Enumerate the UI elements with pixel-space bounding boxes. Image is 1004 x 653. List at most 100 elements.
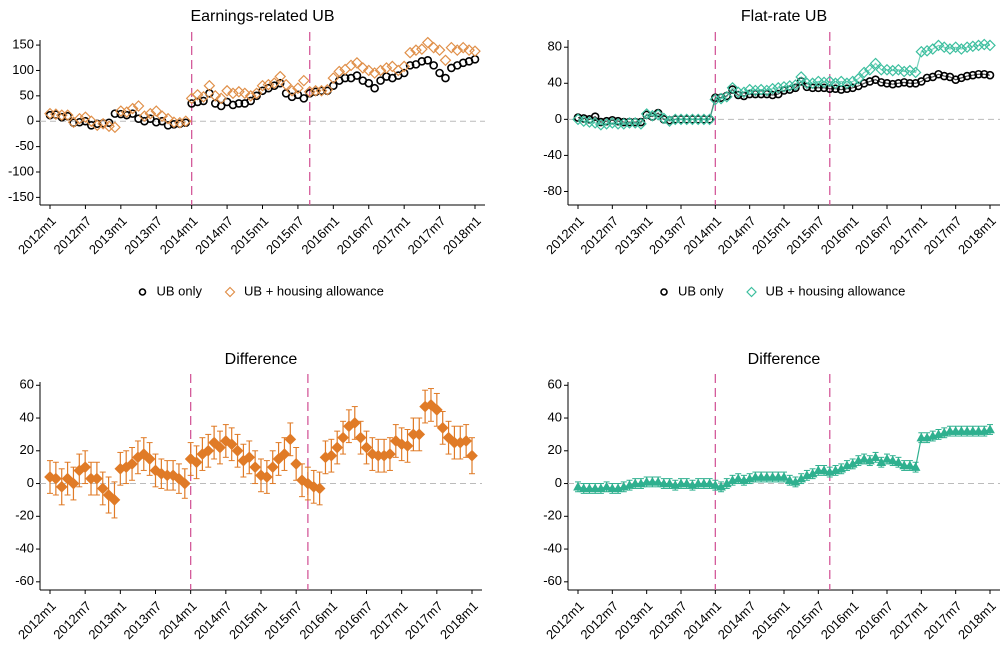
data-point — [647, 476, 658, 486]
data-point — [789, 79, 802, 91]
data-point — [250, 87, 263, 100]
data-point — [985, 70, 995, 80]
x-tick-label: 2013m1 — [85, 598, 129, 642]
data-point — [768, 90, 777, 100]
data-point — [750, 471, 761, 481]
x-tick-label: 2013m7 — [121, 213, 165, 257]
data-point — [197, 91, 210, 103]
data-point — [126, 102, 139, 115]
series-line — [577, 43, 991, 126]
data-point — [932, 39, 945, 52]
data-point — [601, 481, 612, 491]
data-point — [246, 96, 255, 106]
legend-marker — [224, 286, 236, 298]
data-point — [738, 86, 750, 99]
data-point — [904, 64, 916, 77]
data-point — [67, 477, 80, 490]
data-point — [469, 45, 481, 58]
data-point — [698, 113, 710, 126]
data-point — [303, 85, 316, 98]
x-tick-label: 2013m1 — [86, 213, 130, 257]
x-tick-label: 2014m1 — [156, 598, 200, 642]
y-tick-label: 40 — [548, 409, 562, 424]
y-tick-label: -40 — [15, 540, 34, 555]
data-point — [79, 111, 92, 124]
data-point — [466, 449, 478, 462]
data-point — [413, 428, 426, 441]
data-point — [596, 117, 606, 127]
data-point — [252, 91, 261, 101]
data-point — [91, 472, 103, 485]
data-point — [818, 76, 830, 89]
data-point — [652, 108, 664, 121]
data-point — [681, 478, 692, 488]
data-point — [144, 107, 157, 120]
data-point — [333, 65, 346, 78]
data-point — [962, 426, 972, 435]
data-point — [905, 460, 915, 470]
data-point — [441, 73, 450, 83]
data-point — [886, 64, 899, 77]
y-tick-label: 100 — [12, 62, 34, 77]
x-tick-label: 2016m1 — [298, 213, 342, 257]
data-point — [256, 79, 269, 92]
data-point — [973, 426, 984, 435]
y-tick-label: 0 — [27, 475, 34, 490]
data-point — [423, 56, 433, 65]
data-point — [85, 115, 98, 128]
data-point — [73, 112, 86, 125]
data-point — [162, 112, 174, 125]
data-point — [50, 472, 62, 485]
x-tick-label: 2012m1 — [15, 598, 59, 642]
data-point — [280, 78, 292, 91]
data-point — [436, 422, 449, 434]
data-point — [590, 483, 601, 493]
y-tick-label: 0 — [555, 475, 562, 490]
data-point — [910, 462, 921, 471]
data-point — [178, 477, 191, 490]
data-point — [646, 109, 659, 122]
x-tick-label: 2012m1 — [15, 213, 59, 257]
data-point — [806, 77, 819, 90]
data-point — [416, 43, 428, 55]
data-point — [331, 441, 344, 454]
data-point — [635, 118, 647, 130]
data-point — [150, 105, 163, 117]
data-point — [974, 69, 983, 79]
legend-marker — [746, 286, 757, 298]
data-point — [916, 432, 927, 442]
x-tick-label: 2014m7 — [192, 213, 236, 257]
data-point — [640, 108, 653, 120]
data-point — [894, 78, 903, 88]
x-tick-label: 2014m1 — [157, 213, 201, 257]
data-point — [961, 41, 973, 54]
data-point — [641, 476, 652, 486]
x-tick-label: 2017m7 — [405, 213, 449, 257]
data-point — [190, 456, 203, 469]
data-point — [876, 78, 886, 87]
data-point — [368, 67, 381, 79]
data-point — [292, 82, 304, 95]
data-point — [945, 426, 955, 435]
x-tick-label: 2013m7 — [121, 598, 165, 642]
data-point — [128, 109, 137, 118]
y-tick-label: -20 — [543, 508, 562, 523]
data-point — [362, 64, 375, 77]
data-point — [337, 431, 349, 444]
chart-title: Earnings-related UB — [190, 8, 334, 25]
data-point — [846, 75, 859, 88]
legend-label: UB only — [157, 283, 203, 298]
x-tick-label: 2015m1 — [226, 598, 270, 642]
data-point — [801, 77, 813, 90]
data-point — [823, 75, 836, 88]
data-point — [179, 115, 192, 128]
data-point — [329, 81, 338, 90]
data-point — [234, 99, 244, 108]
data-point — [819, 465, 829, 475]
data-point — [949, 41, 962, 54]
data-point — [225, 438, 238, 451]
legend-label: UB + housing allowance — [766, 283, 906, 298]
y-tick-label: 0 — [555, 111, 562, 126]
data-point — [944, 43, 956, 55]
data-point — [75, 117, 84, 127]
